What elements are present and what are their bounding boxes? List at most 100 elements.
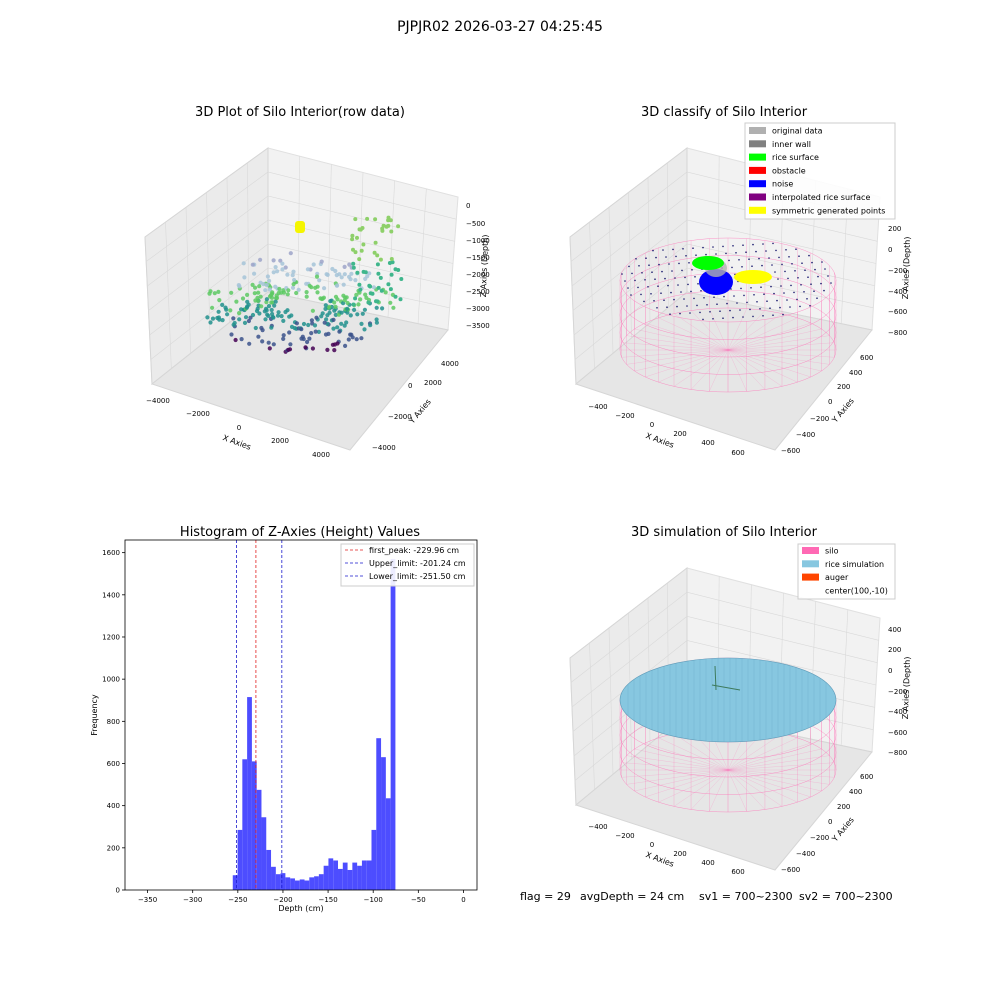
scatter-point [225, 312, 230, 317]
scatter-point [358, 297, 363, 302]
scatter-point [315, 290, 320, 295]
auger-arm [711, 684, 741, 691]
x-tick-label: −100 [364, 896, 383, 904]
silo-floor-spoke [727, 748, 822, 771]
silo-floor-spoke [727, 349, 835, 358]
histogram-bar [290, 878, 295, 890]
histogram-bar [299, 879, 305, 890]
scatter-point [337, 329, 342, 334]
scatter-point [275, 269, 280, 274]
interpolated-point [653, 300, 655, 302]
scatter-point [346, 337, 351, 342]
interpolated-point [671, 270, 673, 272]
scatter-point [273, 299, 278, 304]
silo-floor-spoke [658, 317, 729, 351]
interpolated-point [643, 300, 645, 303]
interpolated-point [770, 285, 772, 288]
interpolated-point [696, 304, 698, 307]
y-tick-label: 1000 [102, 676, 120, 684]
interpolated-point [685, 255, 687, 257]
interpolated-point [722, 317, 724, 320]
scatter-point [331, 326, 336, 331]
scatter-point [393, 267, 398, 272]
histogram-bar [352, 862, 358, 890]
interpolated-point [627, 287, 629, 289]
scatter-point [327, 310, 332, 315]
scatter-point [281, 336, 286, 341]
scatter-point [365, 216, 370, 221]
z-tick-label: −200 [888, 267, 907, 275]
silo-floor-spoke [727, 328, 822, 351]
interpolated-point [733, 295, 735, 297]
interpolated-point [654, 278, 656, 281]
interpolated-point [716, 303, 718, 306]
interpolated-point [739, 309, 741, 311]
z-tick-label: −800 [888, 749, 907, 757]
panel1-xlabel: X Axies [221, 433, 252, 452]
interpolated-point [776, 299, 778, 302]
scatter-point [313, 329, 318, 334]
scatter-point [352, 307, 357, 312]
scatter-point [310, 308, 315, 313]
interpolated-point [740, 287, 742, 290]
panel4-title: 3D simulation of Silo Interior [631, 525, 818, 540]
x-tick-label: −200 [615, 832, 634, 840]
interpolated-point [788, 255, 790, 258]
silo-floor-spoke [727, 755, 830, 771]
interpolated-point [801, 262, 803, 265]
histogram-y-ticks: 0 200 400 600 800 1000 1200 1400 1600 [102, 549, 125, 895]
scatter-point [311, 262, 316, 267]
silo-floor-spoke [690, 349, 729, 390]
scatter-point [250, 312, 256, 318]
scatter-point [358, 287, 363, 292]
scatter-point [270, 311, 275, 317]
scatter-point [342, 264, 347, 269]
legend-swatch [749, 153, 766, 161]
scatter-point [210, 305, 215, 310]
scatter-point [335, 341, 340, 346]
silo-floor-spoke [626, 349, 729, 365]
panel2-silo-wireframe [619, 237, 837, 393]
panel-raw-data: 3D Plot of Silo Interior(row data) −4000… [144, 105, 490, 459]
scatter-point [354, 292, 359, 297]
scatter-point [309, 331, 314, 336]
panel4-z-ticks: 400 200 0 −200 −400 −600 −800 [888, 626, 907, 757]
scatter-point [357, 282, 362, 287]
z-tick-label: −600 [888, 308, 907, 316]
avg-depth-readout: avgDepth = 24 cm [580, 890, 684, 903]
silo-floor-spoke [645, 322, 729, 351]
interpolated-point [687, 283, 689, 286]
panel2-legend: original data inner wall rice surface obsta… [744, 122, 896, 220]
interpolated-point [748, 258, 750, 261]
histogram-bar [275, 874, 281, 890]
interpolated-point [760, 286, 762, 289]
silo-floor-spoke [727, 349, 798, 383]
z-tick-label: 0 [888, 667, 892, 675]
interpolated-point [666, 306, 668, 309]
scatter-point [285, 292, 290, 297]
scatter-point [272, 303, 277, 308]
scatter-point [388, 287, 393, 292]
x-tick-label: 0 [461, 896, 465, 904]
interpolated-point [811, 261, 813, 264]
scatter-point [335, 297, 340, 302]
z-tick-label: −2000 [466, 271, 490, 279]
z-tick-label: −600 [888, 729, 907, 737]
y-tick-label: 4000 [441, 360, 459, 368]
legend-label: first_peak: -229.96 cm [369, 546, 459, 555]
scatter-point [379, 288, 384, 293]
interpolated-point [809, 305, 811, 307]
scatter-point [362, 307, 367, 312]
interpolated-point [691, 269, 693, 271]
scatter-point [359, 321, 364, 326]
histogram-bar [328, 858, 334, 890]
scatter-point [361, 242, 366, 247]
panel4-zlabel: Z Axies (Depth) [901, 656, 912, 719]
scatter-point [358, 227, 363, 232]
scatter-point [387, 261, 392, 265]
scatter-point [399, 277, 404, 281]
interpolated-point [799, 305, 801, 308]
scatter-point [299, 327, 304, 332]
y-tick-label: −200 [810, 415, 829, 423]
scatter-point [347, 262, 352, 267]
